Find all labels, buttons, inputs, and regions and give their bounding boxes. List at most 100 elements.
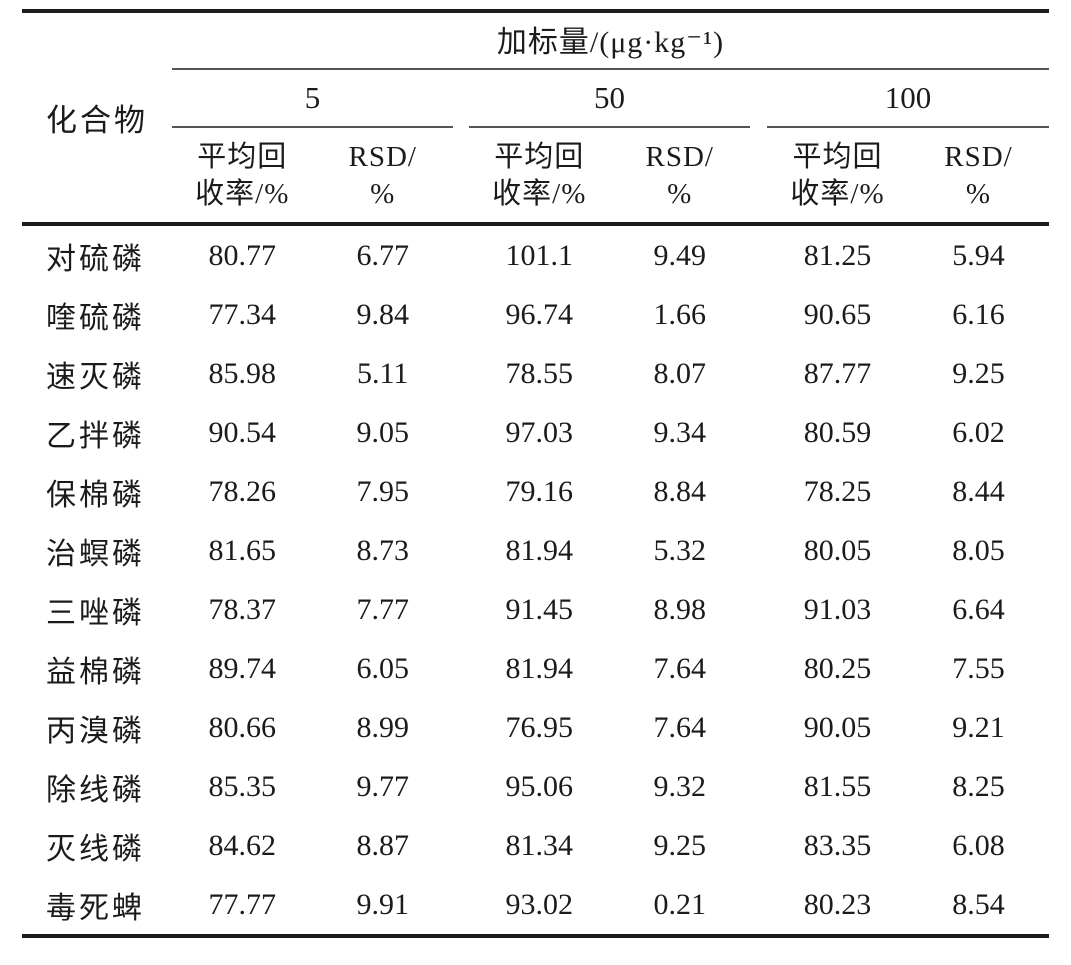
table-body: 对硫磷 80.77 6.77 101.1 9.49 81.25 5.94 喹硫磷… — [22, 226, 1049, 934]
table-header: 化合物 加标量/(μg·kg⁻¹) 5 50 100 平均回 收率/% RSD/ — [22, 13, 1049, 226]
rsd-value: 9.25 — [952, 356, 1005, 390]
recovery-column-header: 平均回 收率/% — [469, 128, 610, 222]
rsd-value: 7.77 — [356, 592, 410, 626]
compound-name: 速灭磷 — [46, 360, 145, 394]
compound-name: 治螟磷 — [46, 537, 145, 571]
spike-levels-row: 5 50 100 — [22, 70, 1049, 128]
rsd-value: 5.94 — [952, 238, 1005, 272]
table-row: 速灭磷 85.98 5.11 78.55 8.07 87.77 9.25 — [22, 344, 1049, 403]
table-row: 毒死蜱 77.77 9.91 93.02 0.21 80.23 8.54 — [22, 875, 1049, 934]
recovery-value: 87.77 — [803, 356, 872, 390]
rsd-value: 6.08 — [952, 828, 1005, 862]
rsd-value: 8.07 — [653, 356, 707, 390]
recovery-value: 90.54 — [208, 415, 277, 449]
table-row: 对硫磷 80.77 6.77 101.1 9.49 81.25 5.94 — [22, 226, 1049, 285]
column-gap — [453, 70, 469, 128]
recovery-header-line1: 平均回 — [197, 141, 288, 173]
rsd-value: 8.87 — [356, 828, 410, 862]
compound-name: 丙溴磷 — [46, 714, 145, 748]
rsd-value: 6.05 — [356, 651, 410, 685]
rsd-value: 8.98 — [653, 592, 707, 626]
recovery-value: 96.74 — [505, 297, 574, 331]
recovery-value: 91.03 — [803, 592, 872, 626]
recovery-value: 80.66 — [208, 710, 277, 744]
recovery-value: 78.55 — [505, 356, 574, 390]
compound-name: 保棉磷 — [46, 478, 145, 512]
recovery-value: 78.26 — [208, 474, 277, 508]
recovery-value: 93.02 — [505, 887, 574, 921]
recovery-value: 84.62 — [208, 828, 277, 862]
rsd-value: 9.05 — [356, 415, 410, 449]
spike-header-row: 加标量/(μg·kg⁻¹) — [22, 13, 1049, 70]
rsd-value: 7.55 — [952, 651, 1005, 685]
table-row: 保棉磷 78.26 7.95 79.16 8.84 78.25 8.44 — [22, 462, 1049, 521]
rsd-value: 8.05 — [952, 533, 1005, 567]
rsd-value: 8.99 — [356, 710, 410, 744]
compound-name: 灭线磷 — [46, 832, 145, 866]
recovery-value: 91.45 — [505, 592, 574, 626]
rsd-column-header: RSD/ % — [313, 128, 454, 222]
rsd-value: 9.77 — [356, 769, 410, 803]
compound-name: 对硫磷 — [46, 242, 145, 276]
rsd-value: 9.91 — [356, 887, 410, 921]
rsd-header-line2: % — [667, 178, 693, 210]
rsd-value: 8.84 — [653, 474, 707, 508]
recovery-value: 81.94 — [505, 651, 574, 685]
compound-name: 三唑磷 — [46, 596, 145, 630]
recovery-value: 85.98 — [208, 356, 277, 390]
rsd-value: 6.16 — [952, 297, 1005, 331]
recovery-value: 81.65 — [208, 533, 277, 567]
column-gap — [750, 70, 767, 128]
spike-level-5: 5 — [172, 70, 453, 128]
recovery-value: 77.34 — [208, 297, 277, 331]
compound-column-header: 化合物 — [46, 103, 148, 138]
recovery-value: 80.05 — [803, 533, 872, 567]
recovery-value: 83.35 — [803, 828, 872, 862]
table-row: 灭线磷 84.62 8.87 81.34 9.25 83.35 6.08 — [22, 816, 1049, 875]
recovery-value: 78.25 — [803, 474, 872, 508]
recovery-value: 80.25 — [803, 651, 872, 685]
recovery-value: 80.77 — [208, 238, 277, 272]
rsd-value: 1.66 — [653, 297, 707, 331]
rsd-value: 6.64 — [952, 592, 1005, 626]
rsd-header-line2: % — [370, 178, 396, 210]
rsd-header-line2: % — [965, 178, 992, 210]
rsd-header-line1: RSD/ — [645, 141, 714, 173]
rsd-column-header: RSD/ % — [908, 128, 1049, 222]
spike-amount-header: 加标量/(μg·kg⁻¹) — [172, 13, 1049, 70]
table-row: 乙拌磷 90.54 9.05 97.03 9.34 80.59 6.02 — [22, 403, 1049, 462]
recovery-value: 85.35 — [208, 769, 277, 803]
table-row: 治螟磷 81.65 8.73 81.94 5.32 80.05 8.05 — [22, 521, 1049, 580]
rsd-value: 5.32 — [653, 533, 707, 567]
recovery-value: 80.59 — [803, 415, 872, 449]
recovery-header-line2: 收率/% — [195, 178, 290, 210]
recovery-value: 90.05 — [803, 710, 872, 744]
compound-name: 喹硫磷 — [46, 301, 145, 335]
rsd-value: 9.49 — [653, 238, 707, 272]
rsd-value: 9.84 — [356, 297, 410, 331]
rsd-value: 8.44 — [952, 474, 1005, 508]
recovery-value: 79.16 — [505, 474, 574, 508]
recovery-value: 81.55 — [803, 769, 872, 803]
compound-name: 乙拌磷 — [46, 419, 145, 453]
rsd-value: 6.02 — [952, 415, 1005, 449]
recovery-value: 77.77 — [208, 887, 277, 921]
recovery-header-line2: 收率/% — [790, 178, 885, 210]
recovery-header-line2: 收率/% — [492, 178, 587, 210]
rsd-value: 9.32 — [653, 769, 707, 803]
recovery-header-line1: 平均回 — [494, 141, 585, 173]
rsd-value: 5.11 — [357, 356, 409, 390]
rsd-value: 9.25 — [653, 828, 707, 862]
compound-name: 除线磷 — [46, 773, 145, 807]
rsd-header-line1: RSD/ — [348, 141, 417, 173]
rsd-value: 9.34 — [653, 415, 707, 449]
table-row: 喹硫磷 77.34 9.84 96.74 1.66 90.65 6.16 — [22, 285, 1049, 344]
recovery-value: 80.23 — [803, 887, 872, 921]
table-row: 益棉磷 89.74 6.05 81.94 7.64 80.25 7.55 — [22, 639, 1049, 698]
column-gap — [750, 128, 767, 222]
rsd-value: 6.77 — [356, 238, 410, 272]
recovery-value: 90.65 — [803, 297, 872, 331]
rsd-value: 7.95 — [356, 474, 410, 508]
recovery-value: 81.34 — [505, 828, 574, 862]
recovery-header-line1: 平均回 — [792, 141, 883, 173]
